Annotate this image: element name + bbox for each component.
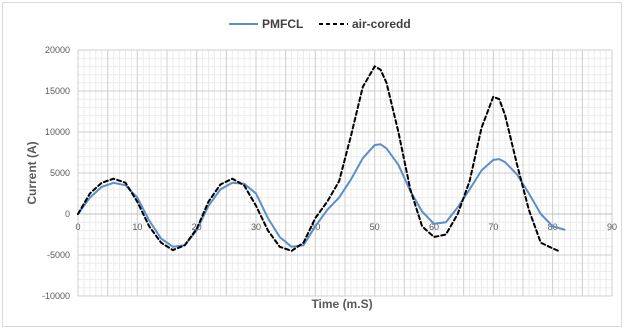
y-tick-label: -10000 — [42, 291, 70, 301]
x-tick-label: 70 — [488, 222, 498, 232]
x-tick-label: 10 — [132, 222, 142, 232]
x-tick-label: 60 — [429, 222, 439, 232]
x-axis-title: Time (m.S) — [311, 297, 372, 311]
y-tick-label: 20000 — [45, 45, 70, 55]
grid-lines — [77, 49, 613, 297]
x-tick-label: 90 — [607, 222, 617, 232]
y-tick-label: 10000 — [45, 127, 70, 137]
x-tick-label: 0 — [75, 222, 80, 232]
y-tick-label: 15000 — [45, 86, 70, 96]
x-tick-label: 30 — [251, 222, 261, 232]
y-tick-label: 5000 — [50, 168, 70, 178]
y-tick-label: 0 — [65, 209, 70, 219]
legend-label-pmfcl: PMFCL — [262, 17, 303, 31]
y-tick-label: -5000 — [47, 250, 70, 260]
series-lines — [77, 65, 566, 252]
y-axis-title: Current (A) — [25, 141, 39, 204]
legend: PMFCL air-coredd — [229, 17, 411, 31]
series-line-air-coredd — [77, 65, 560, 252]
series-line-pmfcl — [77, 143, 566, 248]
legend-label-air-coredd: air-coredd — [352, 17, 411, 31]
y-axis-ticks: -10000 -5000 0 5000 10000 15000 20000 — [42, 45, 70, 301]
x-tick-label: 50 — [370, 222, 380, 232]
